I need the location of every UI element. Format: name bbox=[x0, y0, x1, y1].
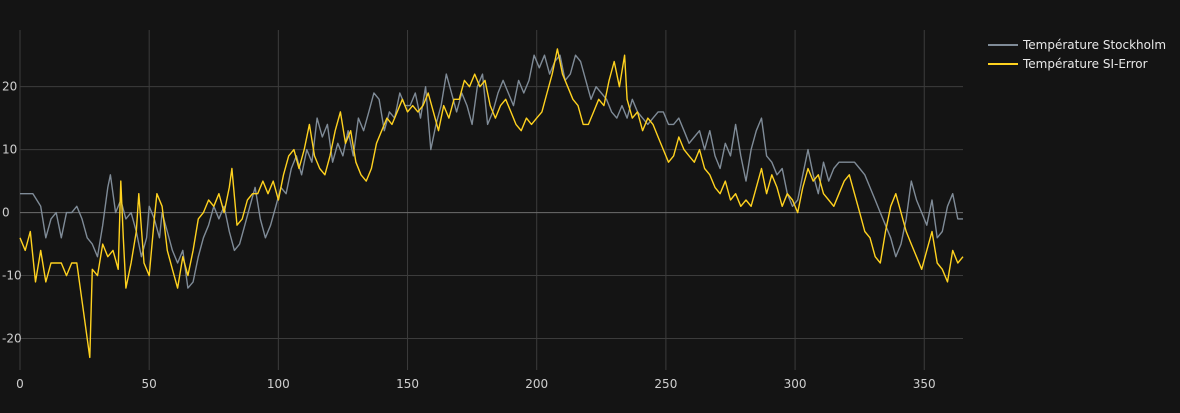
x-tick-label: 150 bbox=[396, 377, 419, 391]
legend-item[interactable]: Température SI-Error bbox=[988, 57, 1148, 71]
axes: 0 50 100 150 200 250 300 350 -20 -10 0 10 20 bbox=[2, 80, 963, 391]
series-line-2[interactable] bbox=[19, 48, 964, 359]
x-tick-label: 0 bbox=[16, 377, 24, 391]
series-group bbox=[19, 48, 964, 359]
x-tick-label: 300 bbox=[784, 377, 807, 391]
grid bbox=[19, 30, 963, 370]
legend-label: Température SI-Error bbox=[1022, 57, 1148, 71]
legend[interactable]: Température Stockholm Température SI-Erro… bbox=[988, 38, 1166, 71]
legend-label: Température Stockholm bbox=[1022, 38, 1166, 52]
x-tick-label: 200 bbox=[525, 377, 548, 391]
x-tick-label: 250 bbox=[654, 377, 677, 391]
x-tick-label: 100 bbox=[267, 377, 290, 391]
y-tick-label: -10 bbox=[2, 269, 22, 283]
x-tick-label: 350 bbox=[913, 377, 936, 391]
legend-item[interactable]: Température Stockholm bbox=[988, 38, 1166, 52]
y-tick-label: 0 bbox=[2, 206, 10, 220]
series-line-1[interactable] bbox=[20, 54, 963, 289]
x-tick-label: 50 bbox=[142, 377, 157, 391]
y-tick-label: 20 bbox=[2, 80, 17, 94]
y-tick-label: 10 bbox=[2, 143, 17, 157]
y-tick-label: -20 bbox=[2, 332, 22, 346]
